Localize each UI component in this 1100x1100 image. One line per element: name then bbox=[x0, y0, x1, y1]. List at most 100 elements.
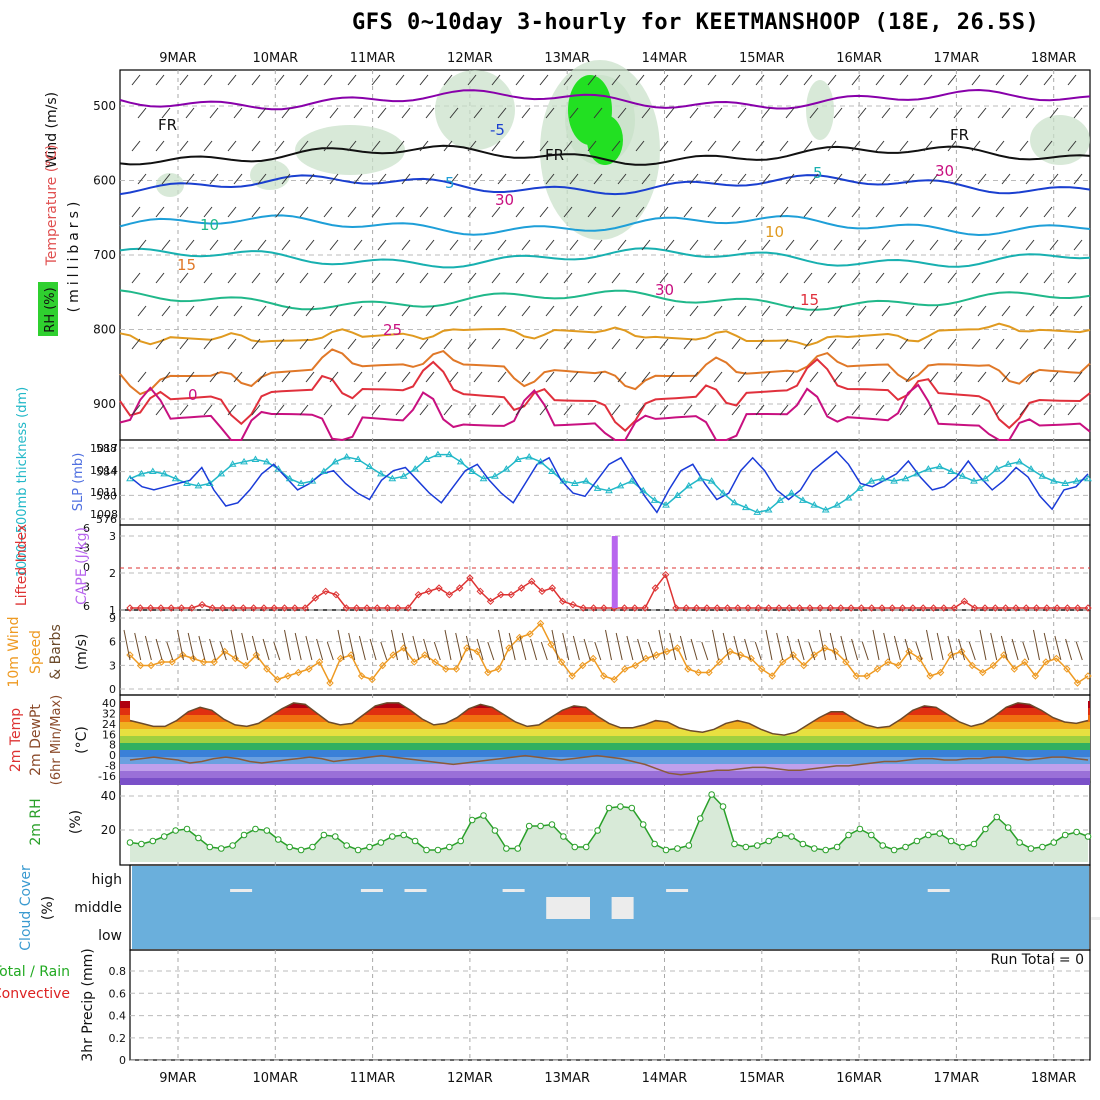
wind-barb bbox=[947, 272, 957, 284]
wind-barb bbox=[539, 272, 549, 284]
wind-barb bbox=[923, 206, 933, 218]
wind-barb bbox=[905, 371, 915, 383]
temperature-mask bbox=[130, 700, 1088, 736]
wind-barb bbox=[401, 239, 411, 251]
precip-tick-label: 0.2 bbox=[109, 1032, 127, 1045]
surface-wind-barb bbox=[1043, 632, 1051, 661]
lifted-index-point bbox=[651, 584, 660, 592]
wind-barb bbox=[233, 107, 243, 119]
surface-wind-barb bbox=[273, 641, 281, 661]
lifted-index-point bbox=[229, 604, 237, 612]
lifted-index-point bbox=[764, 604, 773, 612]
thickness-point bbox=[833, 501, 841, 508]
ylabel-temperature: Temperature (°C) bbox=[44, 145, 60, 267]
wind-barb bbox=[563, 206, 573, 218]
lifted-index-point bbox=[270, 604, 278, 612]
wind-barb bbox=[377, 305, 387, 317]
wind-barb bbox=[785, 107, 795, 119]
surface-wind-barb bbox=[990, 632, 998, 661]
wind10-tick-label: 3 bbox=[109, 659, 116, 672]
wind-barb bbox=[1073, 371, 1083, 383]
lifted-index-point bbox=[1001, 604, 1010, 612]
run-total: Run Total = 0 bbox=[990, 952, 1084, 968]
wind-barb bbox=[737, 239, 747, 251]
wind-barb bbox=[827, 74, 837, 86]
wind-barb bbox=[449, 173, 459, 185]
date-label-bottom: 9MAR bbox=[159, 1071, 196, 1086]
lifted-index-point bbox=[878, 604, 886, 612]
thickness-point bbox=[445, 450, 454, 458]
surface-wind-barb bbox=[391, 629, 398, 661]
wind-speed-point bbox=[726, 647, 734, 656]
rh2m-point bbox=[434, 846, 442, 854]
thickness-point bbox=[992, 465, 1001, 472]
wind-barb bbox=[443, 338, 453, 350]
wind-barb bbox=[923, 272, 933, 284]
wind-barb bbox=[953, 107, 963, 119]
wind-barb bbox=[659, 272, 669, 284]
wind10-tick-label: 6 bbox=[109, 636, 116, 649]
ylabel-2m-rh: 2m RH bbox=[28, 798, 44, 845]
wind-barb bbox=[833, 239, 843, 251]
wind-barb bbox=[305, 173, 315, 185]
thickness-point bbox=[536, 457, 545, 465]
wind-barb bbox=[689, 305, 699, 317]
wind-barb bbox=[179, 140, 189, 152]
wind-barb bbox=[467, 140, 477, 152]
lifted-index-point bbox=[744, 604, 752, 612]
surface-wind-barb bbox=[369, 638, 377, 661]
surface-wind-barb bbox=[1022, 641, 1030, 661]
ylabel-3hr-precip: 3hr Precip (mm) bbox=[80, 948, 96, 1061]
wind-barb bbox=[155, 404, 165, 416]
cloud-block bbox=[360, 889, 383, 892]
wind-barb bbox=[1001, 107, 1011, 119]
wind-barb bbox=[899, 272, 909, 284]
rh2m-point bbox=[354, 846, 362, 854]
wind-barb bbox=[395, 338, 405, 350]
wind-barb bbox=[953, 239, 963, 251]
temperature-contour bbox=[119, 144, 1091, 166]
wind-barb bbox=[323, 272, 333, 284]
wind-barb bbox=[929, 107, 939, 119]
wind-barb bbox=[1001, 173, 1011, 185]
lifted-index-point bbox=[198, 600, 206, 609]
thickness-point bbox=[274, 465, 283, 472]
contour-label: FR bbox=[158, 116, 177, 134]
temperature-contour bbox=[119, 383, 1091, 442]
wind-barb bbox=[1001, 239, 1011, 251]
rh2m-point bbox=[925, 831, 932, 839]
thickness-point bbox=[730, 498, 739, 506]
wind-speed-point bbox=[768, 672, 776, 680]
thickness-point bbox=[764, 505, 773, 513]
surface-wind-barb bbox=[187, 632, 195, 661]
thickness-point bbox=[548, 467, 556, 474]
wind-barb bbox=[929, 305, 939, 317]
wind-speed-point bbox=[199, 658, 208, 666]
surface-wind-barb bbox=[241, 632, 249, 661]
wind-barb bbox=[227, 338, 237, 350]
thickness-point bbox=[456, 457, 465, 465]
wind-barb bbox=[563, 140, 573, 152]
wind-speed-point bbox=[210, 658, 218, 666]
wind-barb bbox=[611, 404, 621, 416]
rh-shading bbox=[156, 173, 184, 197]
contour-label: 15 bbox=[800, 291, 819, 309]
wind-barb bbox=[323, 404, 333, 416]
filled-areas bbox=[120, 60, 1090, 949]
thickness-point bbox=[970, 477, 978, 484]
surface-wind-barb bbox=[744, 638, 752, 661]
rh2m-point bbox=[765, 837, 772, 845]
wind-barb bbox=[803, 74, 813, 86]
wind-barb bbox=[563, 272, 573, 284]
rh2m-point bbox=[457, 837, 465, 845]
surface-wind-barb bbox=[904, 638, 912, 661]
lifted-index-point bbox=[352, 604, 361, 612]
wind-speed-point bbox=[610, 675, 618, 684]
temp2m-tick-label: 0 bbox=[109, 749, 116, 762]
wind-barb bbox=[611, 140, 621, 152]
rh2m-tick-label: 40 bbox=[101, 789, 116, 803]
lifted-index-point bbox=[1084, 604, 1092, 612]
wind-barb bbox=[449, 371, 459, 383]
rh2m-point bbox=[674, 845, 681, 852]
wind-speed-point bbox=[336, 654, 345, 663]
